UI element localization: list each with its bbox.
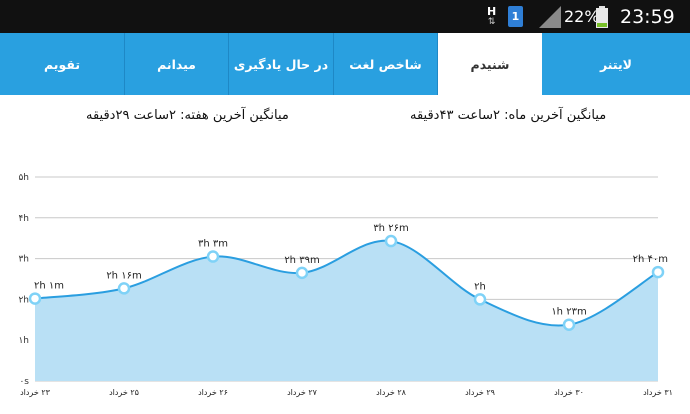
tab-learning[interactable]: در حال یادگیری <box>229 33 334 95</box>
data-point <box>473 293 487 306</box>
sim-badge: 1 <box>511 10 520 23</box>
data-label: ۲h <box>474 281 486 292</box>
y-tick-label: ۳h <box>18 255 29 265</box>
data-label: ۲h ۱m <box>34 281 64 292</box>
data-label: ۲h ۴۰m <box>633 254 668 265</box>
x-tick-label: ۲۸ خرداد <box>376 388 407 397</box>
x-tick-label: ۳۰ خرداد <box>554 388 584 397</box>
x-tick-label: ۲۶ خرداد <box>198 388 228 397</box>
network-type-label: H <box>487 4 497 18</box>
tab-heard[interactable]: شنیدم <box>438 33 542 95</box>
tab-label: شنیدم <box>470 56 510 72</box>
data-point <box>651 265 665 279</box>
data-point <box>562 318 576 331</box>
y-tick-label: ۰s <box>19 377 29 387</box>
sim-card-icon: 1 <box>508 0 523 33</box>
battery-percent: 22% <box>564 7 600 26</box>
x-tick-label: ۲۵ خرداد <box>109 388 139 397</box>
tab-label: در حال یادگیری <box>233 56 329 72</box>
battery-fill <box>597 22 607 27</box>
y-tick-label: ۵h <box>18 173 29 183</box>
data-label: ۲h ۳۹m <box>284 255 319 266</box>
tab-leitner[interactable]: لایتنر <box>542 33 690 95</box>
tab-word-index[interactable]: شاخص لغت <box>334 33 438 95</box>
y-tick-label: ۱h <box>18 336 29 346</box>
tab-label: میدانم <box>157 56 196 72</box>
data-point <box>117 282 131 295</box>
x-tick-label: ۳۱ خرداد <box>643 388 673 397</box>
y-tick-label: ۲h <box>18 295 29 305</box>
x-tick-label: ۲۳ خرداد <box>20 388 51 397</box>
series-area <box>35 240 658 381</box>
battery-icon <box>596 0 608 33</box>
x-tick-label: ۲۹ خرداد <box>465 388 495 397</box>
tab-label: شاخص لغت <box>349 56 422 72</box>
data-point <box>295 266 309 280</box>
status-bar: H ⇅ 1 22% 23:59 <box>0 0 690 33</box>
tab-bar: تقویم میدانم در حال یادگیری شاخص لغت شنی… <box>0 33 690 95</box>
tab-label: لایتنر <box>600 56 632 72</box>
month-average: میانگین آخرین ماه: ۲ساعت ۴۳دقیقه <box>410 108 607 123</box>
data-point <box>384 234 398 248</box>
study-time-chart: ۰s ۱h ۲h ۳h ۴h ۵h ۲h ۱m ۲۳ خرداد ۲h ۱۶m ۲۵ خرداد ۳… <box>18 173 673 397</box>
tab-known[interactable]: میدانم <box>125 33 229 95</box>
week-average: میانگین آخرین هفته: ۲ساعت ۲۹دقیقه <box>86 108 289 123</box>
tab-label: تقویم <box>43 56 81 72</box>
signal-icon <box>539 0 561 33</box>
tab-calendar[interactable]: تقویم <box>0 33 125 95</box>
data-label: ۳h ۳m <box>198 239 228 250</box>
data-label: ۱h ۲۳m <box>551 307 586 318</box>
data-point <box>28 292 42 305</box>
network-h-icon: H ⇅ <box>487 4 497 27</box>
data-label: ۲h ۱۶m <box>106 270 141 281</box>
clock: 23:59 <box>620 5 675 28</box>
data-point <box>206 250 220 263</box>
y-tick-label: ۴h <box>18 214 29 224</box>
data-label: ۳h ۲۶m <box>373 223 408 234</box>
x-tick-label: ۲۷ خرداد <box>287 388 318 397</box>
